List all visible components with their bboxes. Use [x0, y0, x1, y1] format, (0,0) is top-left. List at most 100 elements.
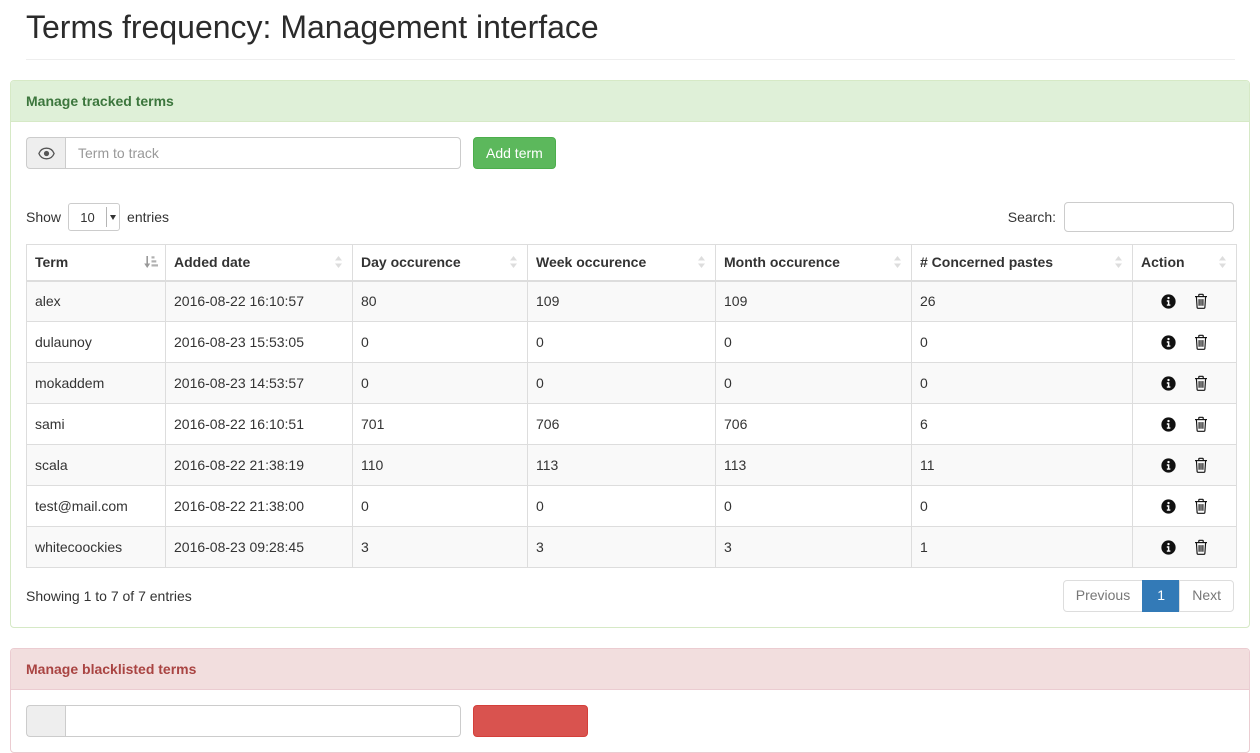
day-occurence-cell: 0 — [352, 362, 528, 405]
blacklist-addon-icon — [26, 705, 65, 738]
page-length-select[interactable]: 10 — [68, 203, 121, 232]
sort-ascending-icon — [144, 256, 158, 269]
day-occurence-cell: 110 — [352, 444, 528, 487]
column-header-month-occurence[interactable]: Month occurence — [715, 244, 912, 282]
info-circle-icon[interactable] — [1161, 458, 1176, 473]
column-header-action[interactable]: Action — [1132, 244, 1237, 282]
term-cell: test@mail.com — [26, 485, 166, 528]
month-occurence-cell: 0 — [715, 362, 912, 405]
added-date-cell: 2016-08-23 14:53:57 — [165, 362, 353, 405]
added-date-cell: 2016-08-22 16:10:57 — [165, 280, 353, 323]
month-occurence-cell: 113 — [715, 444, 912, 487]
action-cell — [1132, 485, 1237, 528]
track-term-input[interactable] — [65, 137, 461, 170]
sort-both-icon — [1219, 256, 1226, 269]
blacklist-term-button[interactable] — [473, 705, 588, 738]
column-header-label: Day occurence — [361, 254, 461, 271]
sort-both-icon — [698, 256, 705, 269]
blacklist-term-input[interactable] — [65, 705, 461, 738]
week-occurence-cell: 0 — [527, 362, 716, 405]
month-occurence-cell: 0 — [715, 485, 912, 528]
term-cell: whitecoockies — [26, 526, 166, 569]
table-row: whitecoockies 2016-08-23 09:28:45 3 3 3 … — [26, 526, 1237, 569]
sort-both-icon — [894, 256, 901, 269]
action-cell — [1132, 362, 1237, 405]
concerned-pastes-cell: 1 — [911, 526, 1133, 569]
terms-table-body: alex 2016-08-22 16:10:57 80 109 109 26 — [26, 280, 1237, 569]
pagination-previous-button[interactable]: Previous — [1062, 580, 1144, 613]
pagination-next-button[interactable]: Next — [1179, 580, 1234, 613]
entries-label: entries — [127, 209, 170, 226]
column-header-day-occurence[interactable]: Day occurence — [352, 244, 528, 282]
week-occurence-cell: 109 — [527, 280, 716, 323]
info-circle-icon[interactable] — [1161, 376, 1176, 391]
add-term-button[interactable]: Add term — [473, 137, 556, 170]
info-circle-icon[interactable] — [1161, 335, 1176, 350]
show-label: Show — [26, 209, 62, 226]
tracked-terms-table: Term Added date — [26, 244, 1237, 569]
added-date-cell: 2016-08-23 09:28:45 — [165, 526, 353, 569]
info-circle-icon[interactable] — [1161, 294, 1176, 309]
action-cell — [1132, 526, 1237, 569]
track-term-input-group — [26, 137, 461, 170]
table-header-row: Term Added date — [26, 244, 1237, 282]
tracked-terms-panel-title: Manage tracked terms — [11, 81, 1249, 123]
action-cell — [1132, 444, 1237, 487]
concerned-pastes-cell: 6 — [911, 403, 1133, 446]
info-circle-icon[interactable] — [1161, 499, 1176, 514]
blacklisted-terms-panel: Manage blacklisted terms — [10, 648, 1250, 753]
concerned-pastes-cell: 11 — [911, 444, 1133, 487]
trash-icon[interactable] — [1194, 334, 1208, 351]
trash-icon[interactable] — [1194, 539, 1208, 556]
info-circle-icon[interactable] — [1161, 540, 1176, 555]
table-info-text: Showing 1 to 7 of 7 entries — [26, 588, 192, 605]
concerned-pastes-cell: 26 — [911, 280, 1133, 323]
column-header-label: Action — [1141, 254, 1185, 271]
column-header-added-date[interactable]: Added date — [165, 244, 353, 282]
trash-icon[interactable] — [1194, 375, 1208, 392]
term-cell: dulaunoy — [26, 321, 166, 364]
added-date-cell: 2016-08-22 21:38:00 — [165, 485, 353, 528]
concerned-pastes-cell: 0 — [911, 362, 1133, 405]
pagination-page-1-button[interactable]: 1 — [1142, 580, 1181, 613]
added-date-cell: 2016-08-23 15:53:05 — [165, 321, 353, 364]
column-header-concerned-pastes[interactable]: # Concerned pastes — [911, 244, 1133, 282]
column-header-week-occurence[interactable]: Week occurence — [527, 244, 716, 282]
search-input[interactable] — [1064, 202, 1234, 233]
action-cell — [1132, 280, 1237, 323]
day-occurence-cell: 0 — [352, 485, 528, 528]
trash-icon[interactable] — [1194, 416, 1208, 433]
trash-icon[interactable] — [1194, 293, 1208, 310]
trash-icon[interactable] — [1194, 498, 1208, 515]
pagination: Previous 1 Next — [1062, 580, 1234, 613]
month-occurence-cell: 706 — [715, 403, 912, 446]
month-occurence-cell: 0 — [715, 321, 912, 364]
week-occurence-cell: 0 — [527, 321, 716, 364]
column-header-term[interactable]: Term — [26, 244, 166, 282]
sort-both-icon — [335, 256, 342, 269]
column-header-label: # Concerned pastes — [920, 254, 1054, 271]
info-circle-icon[interactable] — [1161, 417, 1176, 432]
table-row: sami 2016-08-22 16:10:51 701 706 706 6 — [26, 403, 1237, 446]
eye-icon — [26, 137, 65, 170]
table-row: dulaunoy 2016-08-23 15:53:05 0 0 0 0 — [26, 321, 1237, 364]
column-header-label: Added date — [174, 254, 251, 271]
blacklist-term-input-group — [26, 705, 461, 738]
column-header-label: Term — [35, 254, 69, 271]
sort-both-icon — [510, 256, 517, 269]
concerned-pastes-cell: 0 — [911, 321, 1133, 364]
day-occurence-cell: 0 — [352, 321, 528, 364]
search-label: Search: — [1007, 209, 1056, 226]
trash-icon[interactable] — [1194, 457, 1208, 474]
table-row: mokaddem 2016-08-23 14:53:57 0 0 0 0 — [26, 362, 1237, 405]
day-occurence-cell: 701 — [352, 403, 528, 446]
title-divider — [26, 59, 1235, 61]
day-occurence-cell: 3 — [352, 526, 528, 569]
column-header-label: Month occurence — [724, 254, 840, 271]
term-cell: mokaddem — [26, 362, 166, 405]
month-occurence-cell: 3 — [715, 526, 912, 569]
sort-both-icon — [1115, 256, 1122, 269]
term-cell: scala — [26, 444, 166, 487]
term-cell: alex — [26, 280, 166, 323]
week-occurence-cell: 3 — [527, 526, 716, 569]
